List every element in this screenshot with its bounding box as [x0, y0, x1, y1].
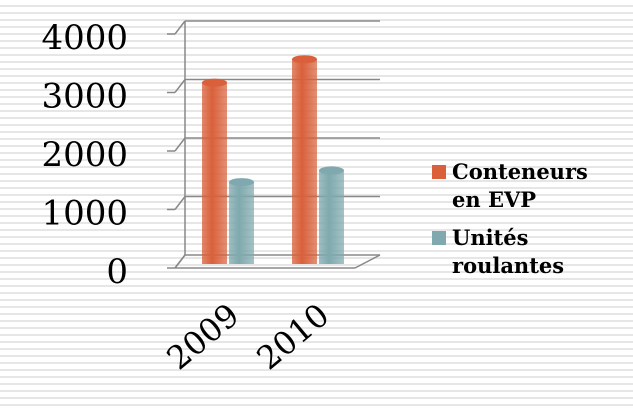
y-tick-label: 3000	[41, 77, 128, 117]
bar-top	[229, 178, 254, 187]
y-tick-label: 4000	[41, 18, 128, 58]
legend: Conteneurs en EVP Unités roulantes	[432, 158, 622, 290]
axis-floor	[354, 254, 381, 269]
x-tick-label: 2009	[160, 296, 247, 377]
y-tick-label: 1000	[41, 194, 128, 234]
legend-label: Unités roulantes	[452, 225, 565, 278]
grid-line	[174, 196, 186, 210]
legend-item: Unités roulantes	[432, 224, 622, 280]
legend-label: Conteneurs en EVP	[452, 159, 588, 212]
y-tick-label: 0	[106, 252, 128, 292]
grid-line	[174, 137, 186, 152]
bar	[229, 182, 254, 264]
bar	[292, 59, 317, 264]
bar-top	[202, 78, 227, 87]
legend-item: Conteneurs en EVP	[432, 158, 622, 214]
bar	[202, 82, 227, 265]
y-tick-label: 2000	[41, 135, 128, 175]
grid-line	[174, 79, 186, 93]
legend-swatch	[432, 165, 446, 179]
grid-line	[174, 254, 186, 269]
bar-top	[319, 166, 344, 175]
grid-line	[174, 20, 186, 35]
bar-top	[292, 55, 317, 64]
bar	[319, 170, 344, 264]
x-tick-label: 2010	[250, 296, 337, 377]
legend-swatch	[432, 231, 446, 245]
